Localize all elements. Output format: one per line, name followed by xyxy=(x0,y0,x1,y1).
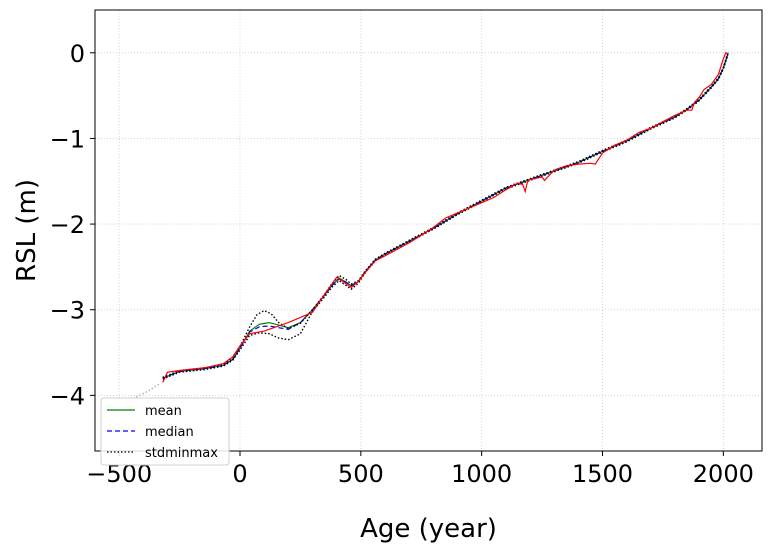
legend: mean median stdminmax xyxy=(100,397,230,466)
legend-label-mean: mean xyxy=(145,404,182,419)
legend-label-stdminmax: stdminmax xyxy=(145,446,218,461)
legend-box xyxy=(100,397,230,466)
x-axis-label: Age (year) xyxy=(360,514,497,544)
y-tick-label: −3 xyxy=(50,297,85,325)
x-tick-label: 1500 xyxy=(572,460,633,488)
y-tick-label: −4 xyxy=(50,382,85,410)
series-line-trace-3 xyxy=(162,54,729,380)
x-tick-label: 0 xyxy=(232,460,247,488)
grid-lines xyxy=(95,10,762,451)
y-tick-label: 0 xyxy=(70,40,85,68)
x-tick-label: 1000 xyxy=(451,460,512,488)
series-line-trace-4 xyxy=(162,52,729,383)
x-tick-label: 500 xyxy=(338,460,384,488)
legend-label-median: median xyxy=(145,425,194,440)
y-tick-label: −2 xyxy=(50,211,85,239)
y-axis-label: RSL (m) xyxy=(12,179,42,282)
data-lines xyxy=(123,50,729,405)
x-tick-label: 2000 xyxy=(693,460,754,488)
y-tick-label: −1 xyxy=(50,125,85,153)
plot-frame xyxy=(94,9,763,452)
